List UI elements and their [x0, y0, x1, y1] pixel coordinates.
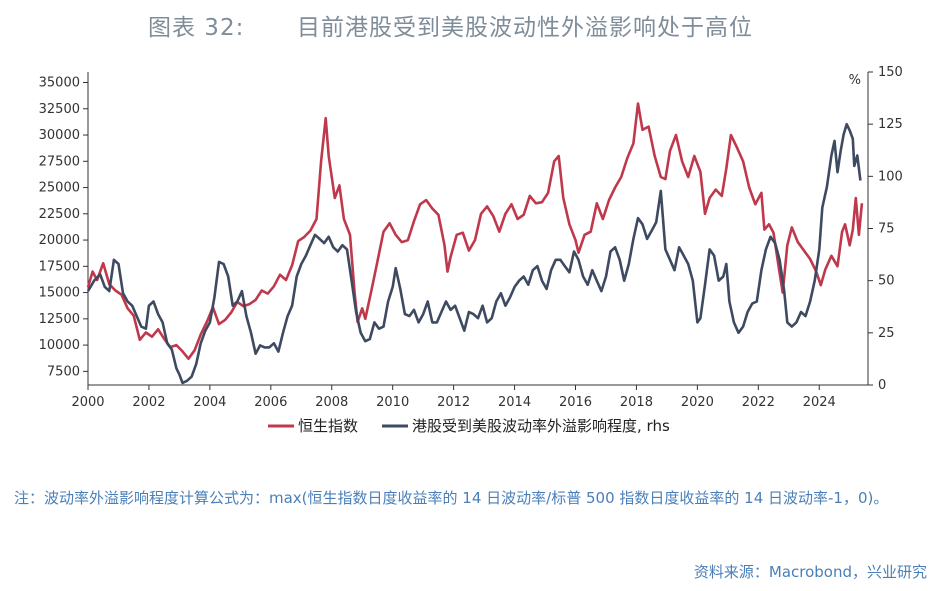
source-note: 资料来源：Macrobond，兴业研究: [693, 563, 927, 581]
y-right-tick-label: 0: [878, 378, 886, 393]
y-left-tick-label: 25000: [39, 181, 80, 196]
y-left-tick-label: 15000: [39, 286, 80, 301]
y-left-tick-label: 12500: [39, 312, 80, 327]
y-right-unit: %: [849, 73, 861, 88]
y-left-tick-label: 22500: [39, 207, 80, 222]
x-tick-label: 2018: [620, 395, 653, 410]
x-tick-label: 2020: [681, 395, 714, 410]
x-tick-label: 2014: [498, 395, 531, 410]
y-left-tick-label: 35000: [39, 76, 80, 91]
x-tick-label: 2012: [437, 395, 470, 410]
y-right-tick-label: 100: [878, 169, 903, 184]
x-tick-label: 2002: [132, 395, 165, 410]
x-tick-label: 2022: [742, 395, 775, 410]
y-left-tick-label: 20000: [39, 233, 80, 248]
x-tick-label: 2010: [376, 395, 409, 410]
y-right-tick-label: 150: [878, 65, 903, 80]
x-tick-label: 2024: [803, 395, 836, 410]
series-line-hsi: [86, 102, 864, 360]
legend-label: 恒生指数: [298, 417, 358, 435]
y-left-tick-label: 7500: [47, 364, 80, 379]
y-left-tick-label: 32500: [39, 102, 80, 117]
y-left-tick-label: 17500: [39, 259, 80, 274]
x-tick-label: 2006: [254, 395, 287, 410]
y-left-tick-label: 30000: [39, 128, 80, 143]
x-tick-label: 2000: [71, 395, 104, 410]
x-tick-label: 2004: [193, 395, 226, 410]
y-right-tick-label: 75: [878, 222, 895, 237]
footnote: 注：波动率外溢影响程度计算公式为：max(恒生指数日度收益率的 14 日波动率/…: [14, 489, 889, 507]
y-right-tick-label: 25: [878, 326, 895, 341]
legend-label: 港股受到美股波动率外溢影响程度, rhs: [412, 417, 670, 435]
y-left-tick-label: 27500: [39, 154, 80, 169]
x-tick-label: 2008: [315, 395, 348, 410]
y-right-tick-label: 50: [878, 274, 895, 289]
y-left-tick-label: 10000: [39, 338, 80, 353]
figure-title: 目前港股受到美股波动性外溢影响处于高位: [297, 15, 753, 41]
figure-label: 图表 32:: [148, 15, 245, 41]
x-tick-label: 2016: [559, 395, 592, 410]
series-line-spillover: [86, 122, 862, 385]
line-chart: 7500100001250015000175002000022500250002…: [39, 65, 903, 435]
y-right-tick-label: 125: [878, 117, 903, 132]
